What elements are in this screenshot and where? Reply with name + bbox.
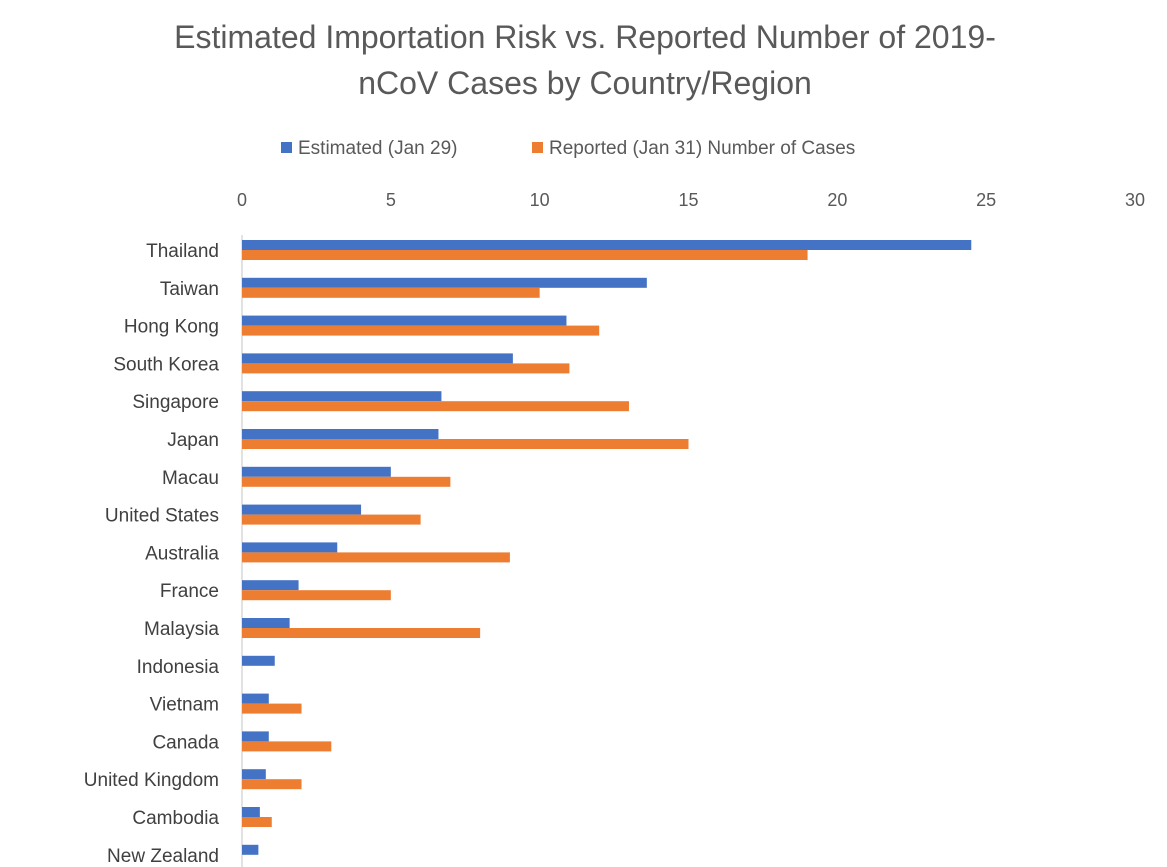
bar-estimated	[242, 542, 338, 553]
bar-estimated	[242, 580, 299, 591]
category-label: South Korea	[113, 354, 219, 375]
x-tick-label: 30	[1125, 190, 1145, 210]
bar-estimated	[242, 466, 391, 477]
category-label: Thailand	[146, 241, 219, 262]
bar-reported	[242, 287, 540, 298]
bar-estimated	[242, 391, 442, 402]
bar-estimated	[242, 504, 362, 515]
x-tick-label: 15	[678, 190, 698, 210]
category-label: Vietnam	[150, 695, 219, 716]
bar-reported	[242, 779, 302, 790]
x-axis-ticks: 0 5 10 15 20 25 30	[237, 190, 1145, 210]
bar-estimated	[242, 618, 290, 628]
chart-title-line-2: nCoV Cases by Country/Region	[358, 65, 812, 101]
category-label: Cambodia	[132, 808, 219, 829]
x-tick-label: 5	[386, 190, 396, 210]
x-tick-label: 0	[237, 190, 247, 210]
bar-estimated	[242, 353, 513, 364]
bar-reported	[242, 628, 481, 638]
bar-estimated	[242, 429, 439, 439]
bar-reported	[242, 325, 600, 336]
category-label: Macau	[162, 468, 219, 489]
chart-title: Estimated Importation Risk vs. Reported …	[174, 19, 996, 101]
bar-reported	[242, 741, 332, 752]
category-label: Hong Kong	[124, 317, 219, 338]
category-label: New Zealand	[107, 846, 219, 867]
bar-estimated	[242, 240, 972, 250]
chart-title-line-1: Estimated Importation Risk vs. Reported …	[174, 19, 996, 55]
category-label: Singapore	[132, 392, 219, 413]
bar-reported	[242, 439, 689, 449]
bar-reported	[242, 401, 629, 412]
bar-reported	[242, 590, 391, 601]
x-tick-label: 20	[827, 190, 847, 210]
category-label: France	[160, 581, 219, 602]
legend-swatch-reported	[532, 142, 543, 153]
bar-estimated	[242, 844, 259, 855]
x-tick-label: 10	[530, 190, 550, 210]
bar-reported	[242, 476, 451, 487]
legend: Estimated (Jan 29) Reported (Jan 31) Num…	[281, 138, 855, 159]
bar-estimated	[242, 731, 269, 742]
legend-swatch-estimated	[281, 142, 292, 153]
category-label: Canada	[152, 732, 219, 753]
bar-estimated	[242, 277, 647, 288]
bar-reported	[242, 514, 421, 525]
legend-label-reported: Reported (Jan 31) Number of Cases	[549, 138, 855, 159]
category-label: United States	[105, 506, 219, 527]
bar-estimated	[242, 807, 260, 817]
bar-reported	[242, 250, 808, 260]
category-labels: Thailand Taiwan Hong Kong South Korea Singap…	[84, 241, 220, 867]
bar-estimated	[242, 769, 266, 780]
bar-reported	[242, 817, 272, 827]
bar-estimated	[242, 315, 567, 326]
category-label: Indonesia	[137, 657, 220, 678]
bar-estimated	[242, 693, 269, 704]
x-tick-label: 25	[976, 190, 996, 210]
category-label: Japan	[167, 430, 219, 451]
bar-reported	[242, 552, 510, 563]
legend-label-estimated: Estimated (Jan 29)	[298, 138, 457, 159]
bar-reported	[242, 363, 570, 374]
category-label: Australia	[145, 543, 219, 564]
bar-estimated	[242, 655, 275, 666]
category-label: Taiwan	[160, 279, 219, 300]
bars	[242, 240, 972, 855]
bar-reported	[242, 703, 302, 714]
category-label: Malaysia	[144, 619, 219, 640]
category-label: United Kingdom	[84, 770, 219, 791]
